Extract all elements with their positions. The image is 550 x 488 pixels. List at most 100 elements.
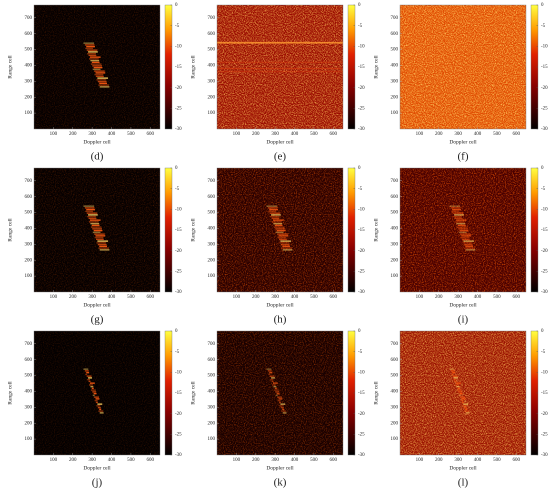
x-tick-label: 400 [291,458,299,463]
panel-label: (l) [458,477,469,488]
colorbar-tick-label: -25 [175,269,182,274]
colorbar-tick-label: 0 [541,3,544,8]
y-tick-label: 700 [391,16,399,21]
plot-frame [216,330,344,456]
colorbar-tick-label: -25 [358,106,365,111]
colorbar-tick-label: -5 [541,187,546,192]
colorbar-tick-label: -25 [175,106,182,111]
x-tick-label: 300 [454,295,462,300]
plot-frame [399,330,527,456]
colorbar-tick-label: -15 [541,65,548,70]
x-tick-label: 300 [88,458,96,463]
colorbar-tick-label: -20 [358,86,365,91]
y-axis-label: Range cell [7,55,13,79]
plot-frame [33,167,161,293]
x-tick-label: 600 [330,132,338,137]
colorbar-tick-label: -30 [358,127,365,132]
x-tick-label: 200 [69,458,77,463]
y-tick-label: 500 [208,48,216,53]
colorbar-tick-label: -10 [358,207,365,212]
x-tick-label: 400 [108,458,116,463]
y-tick-label: 700 [25,16,33,21]
colorbar-tick-label: -10 [358,370,365,375]
y-axis-label: Range cell [7,381,13,405]
x-axis-label: Doppler cell [83,302,111,308]
y-tick-label: 600 [391,32,399,37]
x-tick-label: 100 [50,295,58,300]
x-tick-label: 100 [50,132,58,137]
panel-label: (h) [274,314,287,326]
y-tick-label: 100 [391,111,399,116]
x-tick-label: 300 [271,132,279,137]
colorbar-tick-label: -5 [358,187,363,192]
heatmap-noise [34,331,160,455]
x-tick-label: 200 [435,295,443,300]
panel: 100 200 300 400 500 600 100 200 300 400 500 600 700 D… [373,3,548,162]
y-tick-label: 200 [25,95,33,100]
x-tick-label: 400 [474,458,482,463]
y-axis-label: Range cell [190,218,196,242]
heatmap-noise [217,331,343,455]
x-tick-label: 500 [127,295,135,300]
y-tick-label: 100 [391,437,399,442]
x-tick-label: 600 [330,295,338,300]
x-tick-label: 300 [271,295,279,300]
colorbar-tick-label: -30 [541,127,548,132]
y-tick-label: 500 [25,374,33,379]
y-tick-label: 400 [391,227,399,232]
x-axis-label: Doppler cell [83,139,111,145]
colorbar-tick-label: -5 [541,350,546,355]
x-tick-label: 200 [69,295,77,300]
x-tick-label: 100 [233,458,241,463]
y-axis-label: Range cell [373,381,379,405]
heatmap-noise [400,5,526,129]
colorbar-tick-label: -5 [175,187,180,192]
y-tick-label: 200 [208,421,216,426]
panel: 100 200 300 400 500 600 100 200 300 400 500 600 700 D… [190,329,365,488]
plot-frame [216,167,344,293]
x-tick-label: 400 [108,132,116,137]
colorbar-tick-label: -20 [541,249,548,254]
colorbar-tick-label: -10 [541,44,548,49]
plot-frame [216,4,344,130]
y-tick-label: 700 [25,179,33,184]
y-tick-label: 500 [391,374,399,379]
y-tick-label: 500 [208,374,216,379]
y-tick-label: 600 [25,358,33,363]
x-axis-label: Doppler cell [449,465,477,471]
y-tick-label: 300 [208,79,216,84]
y-tick-label: 100 [25,111,33,116]
y-tick-label: 400 [208,390,216,395]
y-axis-label: Range cell [190,381,196,405]
colorbar-tick-label: -10 [541,370,548,375]
x-tick-label: 300 [88,295,96,300]
y-tick-label: 100 [25,274,33,279]
colorbar-tick-label: -15 [175,391,182,396]
colorbar-tick-label: -25 [175,432,182,437]
colorbar-tick-label: -15 [541,228,548,233]
colorbar-tick-label: -25 [541,269,548,274]
x-tick-label: 200 [252,295,260,300]
y-tick-label: 600 [391,195,399,200]
colorbar-tick-label: -15 [175,65,182,70]
x-tick-label: 600 [513,295,521,300]
colorbar-tick-label: -25 [358,432,365,437]
y-tick-label: 300 [208,242,216,247]
colorbar-tick-label: -10 [175,44,182,49]
x-tick-label: 500 [493,132,501,137]
x-tick-label: 100 [233,295,241,300]
colorbar-tick-label: -30 [358,453,365,458]
y-tick-label: 400 [208,64,216,69]
colorbar-tick-label: -5 [541,24,546,29]
colorbar-tick-label: 0 [358,3,361,8]
colorbar-tick-label: -5 [175,24,180,29]
colorbar-tick-label: -15 [358,65,365,70]
plot-frame [33,330,161,456]
colorbar-tick-label: -20 [358,412,365,417]
y-tick-label: 700 [25,342,33,347]
plot-frame [399,4,527,130]
y-tick-label: 300 [25,242,33,247]
x-axis-label: Doppler cell [83,465,111,471]
x-axis-label: Doppler cell [266,465,294,471]
panel: 100 200 300 400 500 600 100 200 300 400 500 600 700 D… [373,166,548,325]
